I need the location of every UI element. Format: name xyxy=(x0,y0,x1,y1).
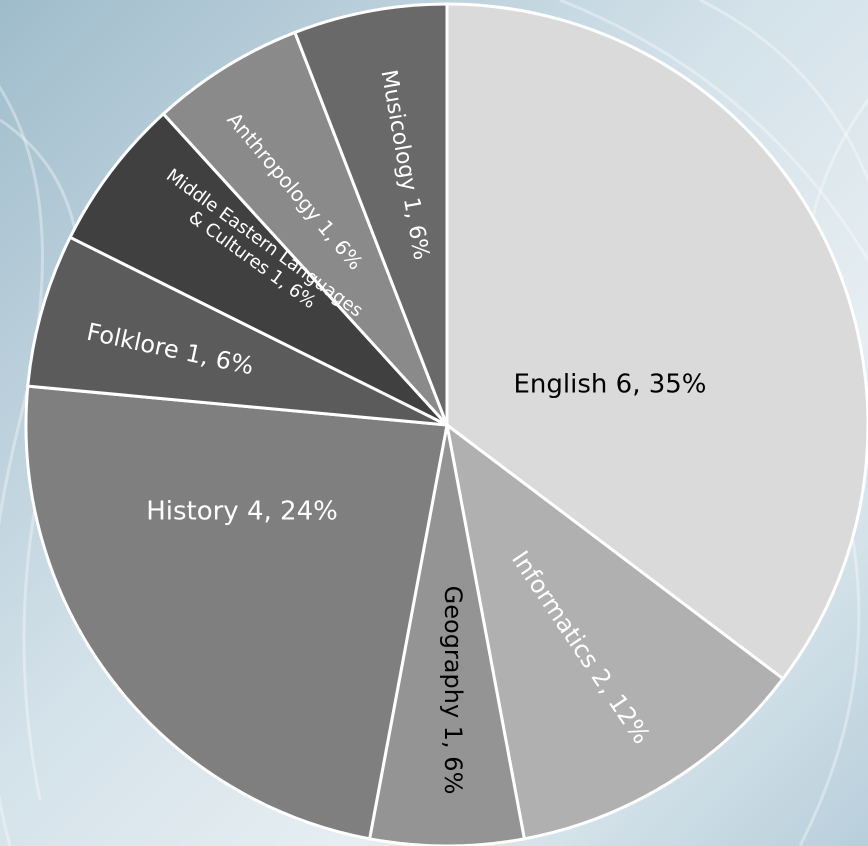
pie-slice xyxy=(161,30,449,427)
pie-slice xyxy=(68,111,449,427)
slice-label: History 4, 24% xyxy=(146,497,338,527)
pie-slice xyxy=(367,424,527,846)
slice-label: English 6, 35% xyxy=(513,370,706,400)
pie-slice xyxy=(444,421,786,841)
pie-slice xyxy=(445,2,868,681)
slice-label-line: Geography 1, 6% xyxy=(439,586,467,795)
pie-slice xyxy=(26,235,448,427)
pie-slice xyxy=(24,384,449,841)
slice-label-line: History 4, 24% xyxy=(146,497,338,527)
slice-label: Geography 1, 6% xyxy=(439,586,467,795)
slice-label-line: English 6, 35% xyxy=(513,370,706,400)
pie-slice xyxy=(292,2,449,426)
